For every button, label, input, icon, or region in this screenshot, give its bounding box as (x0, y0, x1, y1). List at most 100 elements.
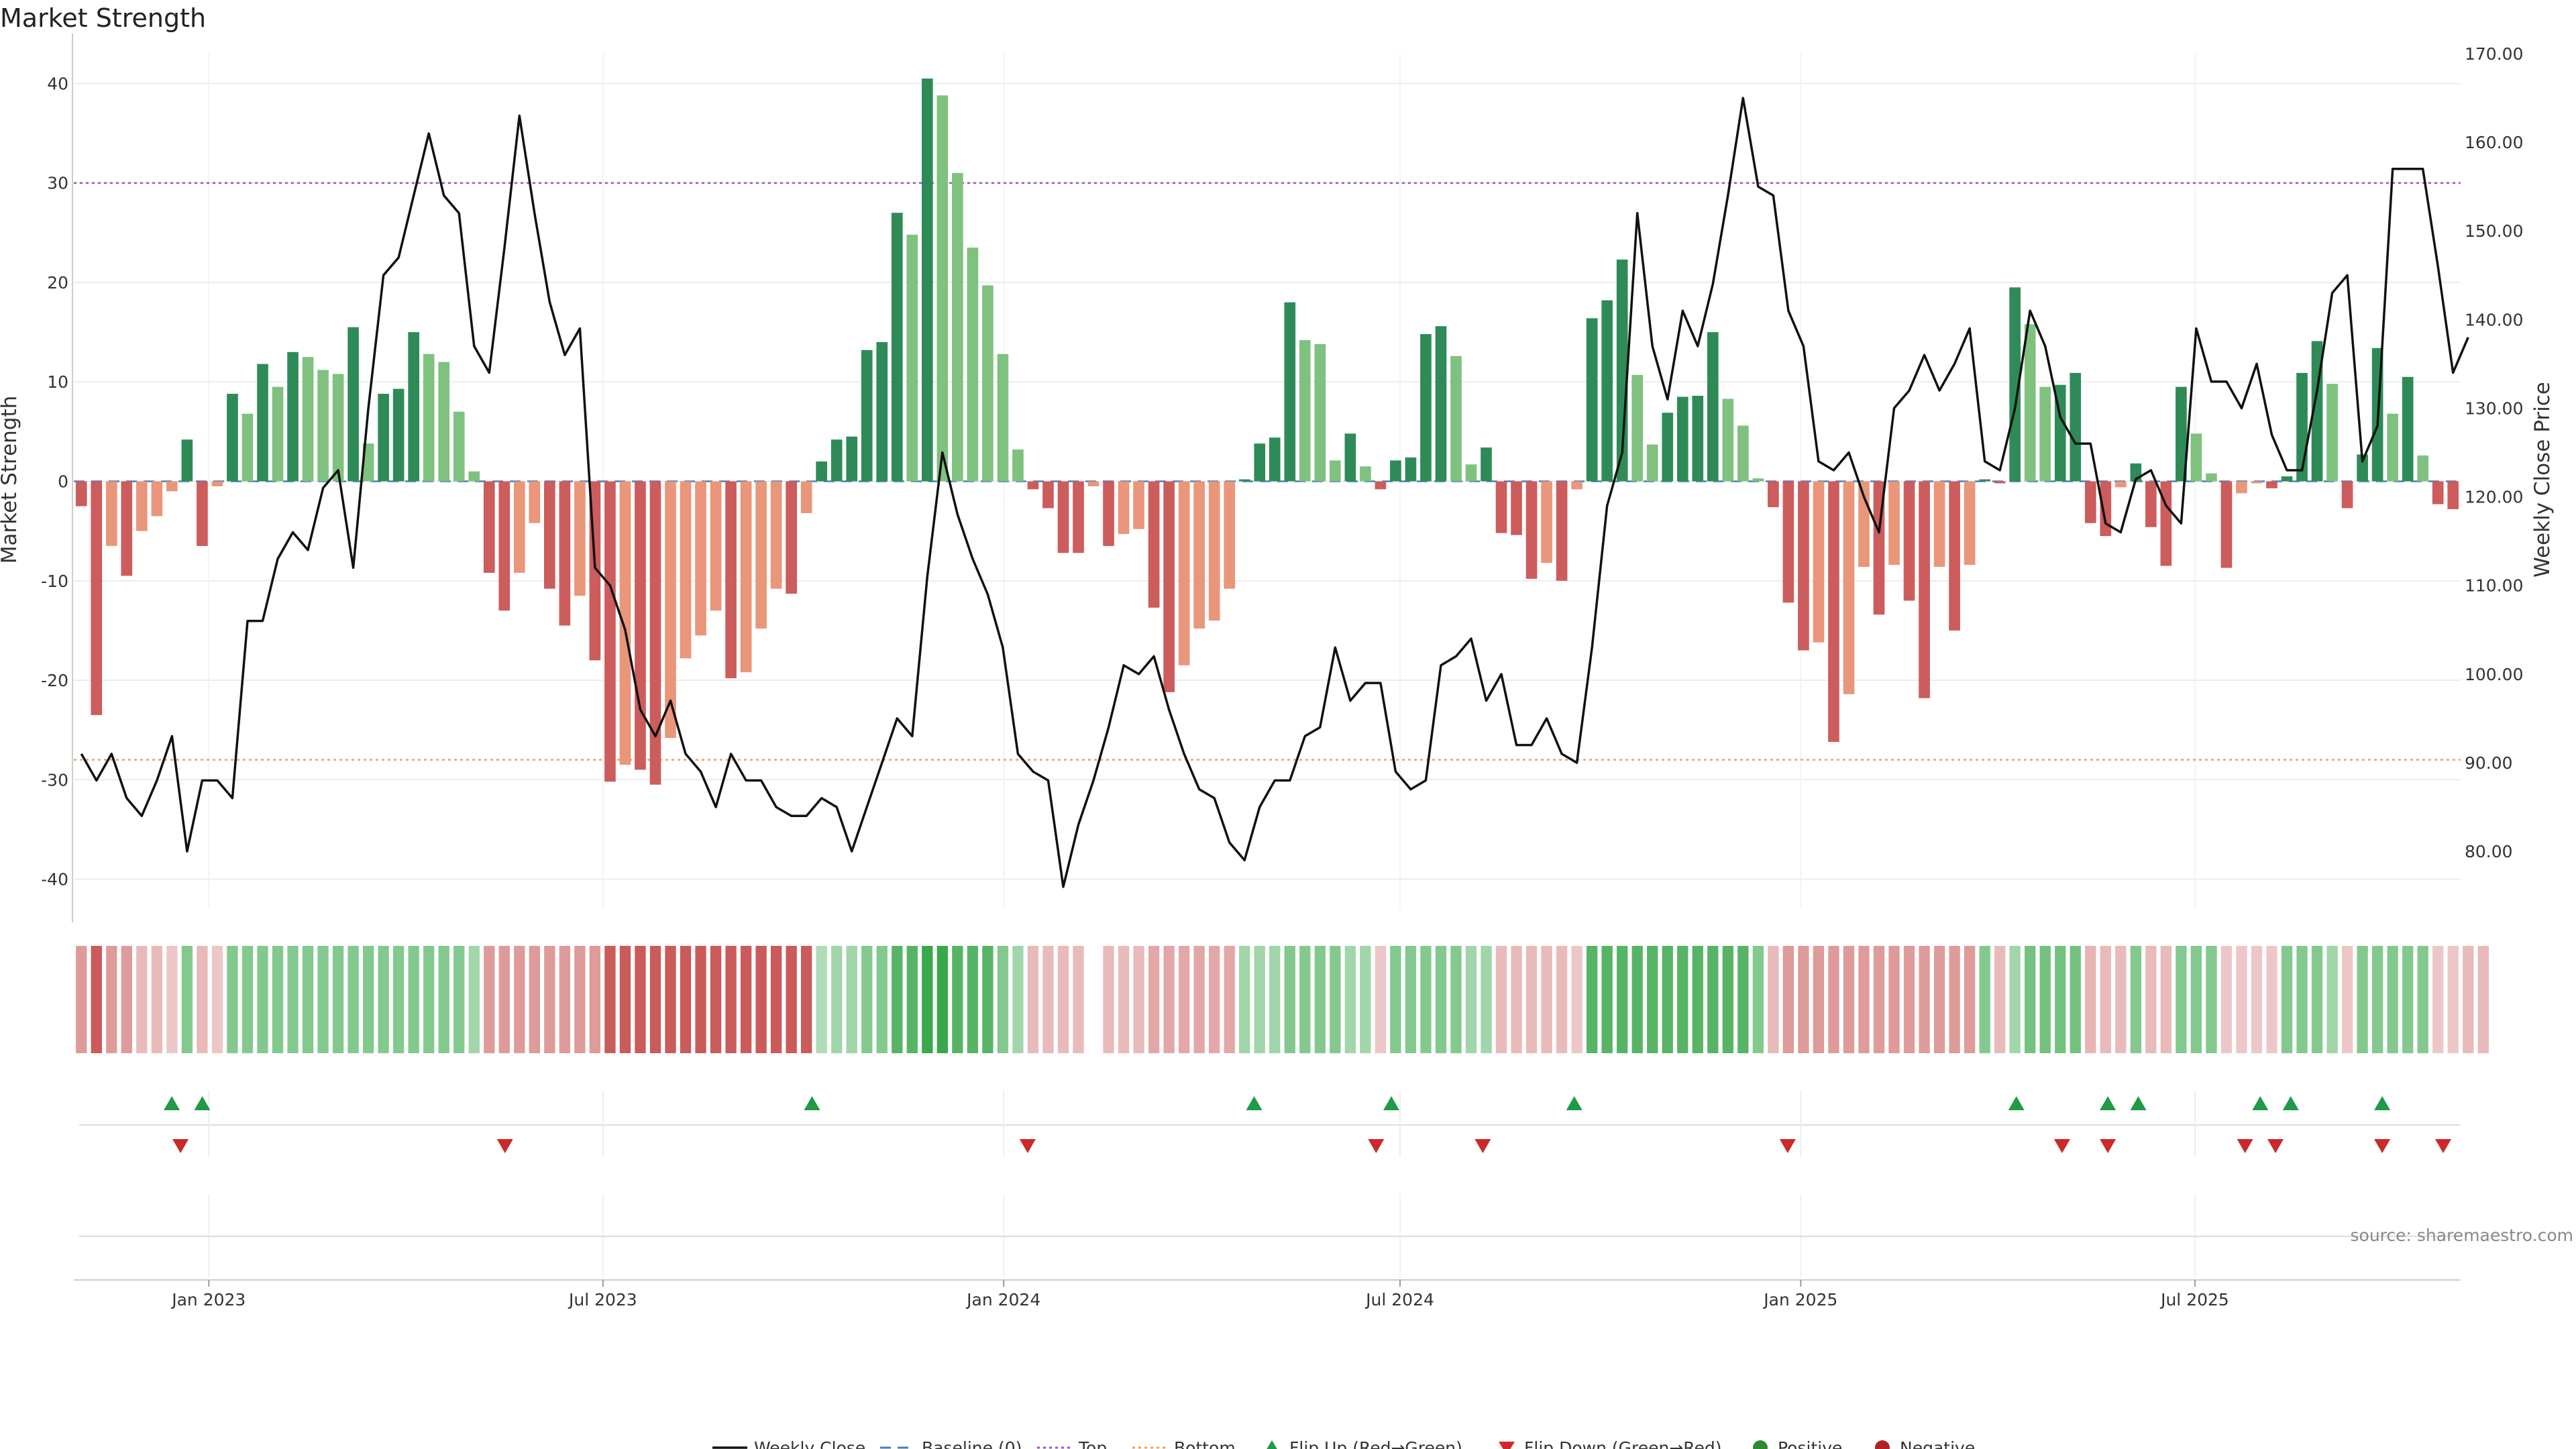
strength-bar (1450, 356, 1462, 482)
heat-cell (649, 946, 661, 1053)
strength-bar (755, 481, 767, 629)
y-axis-label: Market Strength (0, 396, 21, 564)
strength-bar (1314, 343, 1326, 482)
strength-bar (2176, 386, 2187, 482)
x-tick-label: Jul 2025 (2159, 1290, 2229, 1309)
heat-cell (1873, 946, 1885, 1053)
strength-bar (498, 481, 511, 611)
strength-bar (936, 95, 949, 482)
heat-cell (861, 946, 873, 1053)
heat-cell (1919, 946, 1930, 1053)
y2-tick-label: 100.00 (2465, 665, 2523, 684)
strength-bar (2070, 372, 2082, 482)
strength-bar (1752, 478, 1764, 482)
heat-cell (2417, 946, 2428, 1053)
strength-bar (816, 461, 828, 482)
strength-bar (846, 436, 858, 482)
strength-bar (876, 341, 888, 482)
heat-cell (2039, 946, 2051, 1053)
flip-up-marker (2282, 1096, 2299, 1110)
strength-bar (1979, 479, 1990, 482)
flip-up-marker (804, 1096, 820, 1110)
weekly-close-line (80, 97, 2469, 888)
heat-cell (498, 946, 510, 1053)
flip-up-marker (164, 1096, 180, 1110)
source-credit: source: sharemaestro.com (2351, 1226, 2574, 1245)
y2-axis-label: Weekly Close Price (2530, 382, 2555, 578)
strength-bar (1737, 425, 1749, 482)
strength-bar (1344, 433, 1356, 482)
heat-cell (91, 946, 102, 1053)
y-tick-label: -30 (41, 770, 68, 790)
heat-cell (816, 946, 827, 1053)
heat-cell (2220, 946, 2233, 1053)
heat-cell (272, 946, 284, 1053)
heat-cell (1314, 946, 1326, 1053)
strength-bar (680, 481, 692, 659)
strength-bar (665, 481, 676, 738)
heat-cell (317, 946, 329, 1053)
heat-cell (1073, 946, 1084, 1053)
heat-cell (665, 946, 676, 1053)
heat-cell (801, 946, 812, 1053)
strength-bar (544, 481, 555, 589)
heat-cell (1027, 946, 1039, 1053)
heat-cell (1133, 946, 1144, 1053)
strength-bar (1541, 481, 1552, 564)
heat-cell (710, 946, 722, 1053)
heat-cell (1979, 946, 1990, 1053)
y2-tick-label: 110.00 (2465, 576, 2523, 596)
x-tick-label: Jan 2024 (965, 1290, 1040, 1309)
flip-up-marker (2100, 1096, 2116, 1110)
heat-cell (2477, 946, 2489, 1053)
heat-cell (604, 946, 616, 1053)
heat-cell (1042, 946, 1054, 1053)
heat-cell (1330, 946, 1341, 1053)
strength-bar (1133, 481, 1144, 529)
strength-bar (362, 443, 374, 482)
strength-bar (2145, 481, 2157, 527)
heat-cell (2236, 946, 2247, 1053)
heat-cell (680, 946, 692, 1053)
y2-tick-label: 120.00 (2465, 488, 2523, 507)
heat-cell (484, 946, 495, 1053)
heat-cell (1571, 946, 1582, 1053)
heat-cell (2371, 946, 2383, 1053)
strength-bar (91, 481, 103, 715)
heat-cell (1752, 946, 1764, 1053)
strength-bar (1087, 481, 1099, 486)
flip-up-marker (1566, 1096, 1582, 1110)
strength-bar (1224, 481, 1236, 589)
strength-bar (272, 386, 284, 482)
strength-bar (830, 439, 843, 482)
strength-bar (332, 374, 344, 482)
heat-cell (392, 946, 405, 1053)
y2-tick-label: 150.00 (2465, 221, 2523, 241)
y-tick-label: -10 (41, 572, 68, 591)
flip-down-marker (1474, 1139, 1491, 1153)
strength-bar (1284, 302, 1296, 482)
strength-bar (695, 481, 706, 636)
heat-cell (1707, 946, 1719, 1053)
strength-bar (513, 481, 525, 573)
heat-cell (2251, 946, 2263, 1053)
heat-cell (1828, 946, 1839, 1053)
flip-down-marker (2100, 1139, 2116, 1153)
strength-bar (635, 481, 646, 770)
legend-positive-swatch (1753, 1440, 1768, 1449)
heat-cell (1360, 946, 1371, 1053)
heat-cell (121, 946, 132, 1053)
strength-bar (982, 285, 994, 482)
heat-cell (1344, 946, 1356, 1053)
strength-bar (1662, 413, 1674, 482)
heat-cell (287, 946, 299, 1053)
x-tick-label: Jul 2023 (568, 1290, 637, 1309)
heat-cell (1843, 946, 1855, 1053)
heat-cell (76, 946, 87, 1053)
strength-bar (1722, 398, 1734, 482)
strength-bar (1073, 481, 1084, 553)
strength-bar (392, 388, 405, 482)
heat-cell (1662, 946, 1673, 1053)
strength-bar (166, 481, 178, 492)
strength-bar (1964, 481, 1976, 566)
